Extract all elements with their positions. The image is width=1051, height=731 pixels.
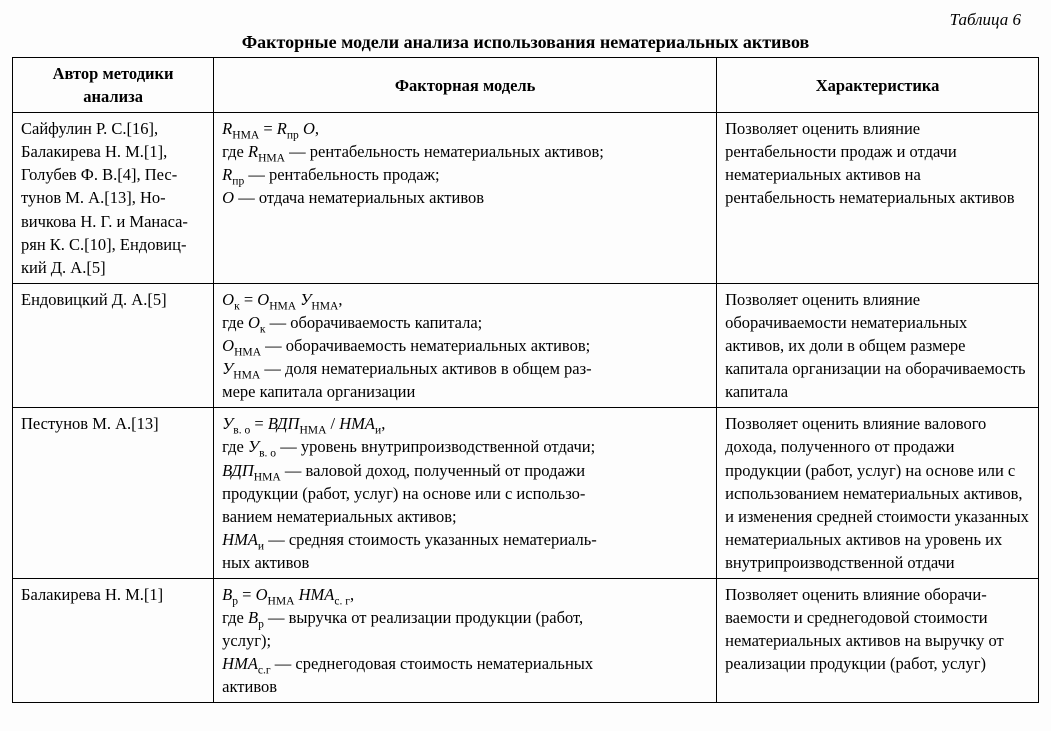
table-header-row: Автор методики анализа Факторная модель … [13,58,1039,113]
cell-author: Пестунов М. А.[13] [13,408,214,579]
table-number-label: Таблица 6 [12,10,1021,30]
cell-characteristic: Позволяет оценить влияние валового доход… [717,408,1039,579]
cell-characteristic: Позволяет оценить влияние рентабельности… [717,113,1039,284]
table-row: Пестунов М. А.[13] Ув. о = ВДПНМА / НМАи… [13,408,1039,579]
col-header-model: Факторная модель [214,58,717,113]
cell-model: Bр = OНМА НМАс. г, где Bр — выручка от р… [214,578,717,702]
table-row: Балакирева Н. М.[1] Bр = OНМА НМАс. г, г… [13,578,1039,702]
cell-model: RНМА = Rпр O, где RНМА — рентабельность … [214,113,717,284]
cell-model: Ув. о = ВДПНМА / НМАи, где Ув. о — урове… [214,408,717,579]
cell-author: Балакирева Н. М.[1] [13,578,214,702]
col-header-author: Автор методики анализа [13,58,214,113]
cell-characteristic: Позволяет оценить влияние оборачи­ваемос… [717,578,1039,702]
table-caption: Факторные модели анализа использования н… [12,32,1039,53]
cell-characteristic: Позволяет оценить влияние оборачиваемост… [717,283,1039,407]
cell-author: Сайфулин Р. С.[16], Балакирева Н. М.[1],… [13,113,214,284]
factor-models-table: Автор методики анализа Факторная модель … [12,57,1039,703]
col-header-characteristic: Характеристика [717,58,1039,113]
table-row: Ендовицкий Д. А.[5] Oк = OНМА УНМА, где … [13,283,1039,407]
table-row: Сайфулин Р. С.[16], Балакирева Н. М.[1],… [13,113,1039,284]
cell-model: Oк = OНМА УНМА, где Oк — оборачиваемость… [214,283,717,407]
cell-author: Ендовицкий Д. А.[5] [13,283,214,407]
